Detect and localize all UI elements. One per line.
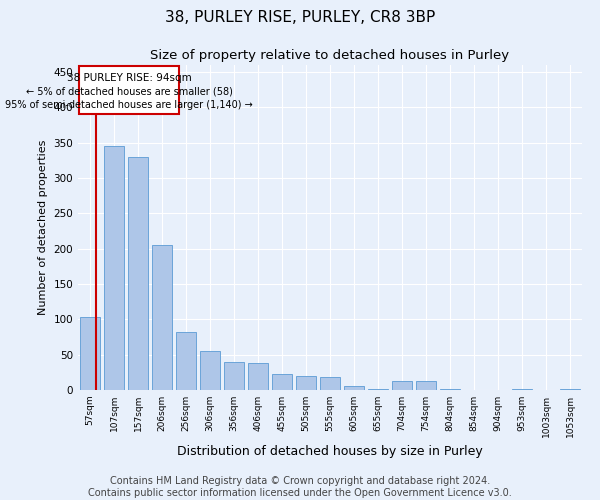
Bar	[224, 362, 244, 390]
Bar	[392, 381, 412, 390]
X-axis label: Distribution of detached houses by size in Purley: Distribution of detached houses by size …	[177, 446, 483, 458]
Bar	[128, 157, 148, 390]
Bar	[416, 381, 436, 390]
Text: 95% of semi-detached houses are larger (1,140) →: 95% of semi-detached houses are larger (…	[5, 100, 253, 110]
Bar	[176, 332, 196, 390]
Text: Contains HM Land Registry data © Crown copyright and database right 2024.
Contai: Contains HM Land Registry data © Crown c…	[88, 476, 512, 498]
Bar	[296, 376, 316, 390]
Bar	[320, 378, 340, 390]
Bar	[248, 363, 268, 390]
Text: 38 PURLEY RISE: 94sqm: 38 PURLEY RISE: 94sqm	[67, 74, 191, 84]
Bar	[344, 386, 364, 390]
Text: ← 5% of detached houses are smaller (58): ← 5% of detached houses are smaller (58)	[26, 87, 232, 97]
Bar	[272, 374, 292, 390]
Text: 38, PURLEY RISE, PURLEY, CR8 3BP: 38, PURLEY RISE, PURLEY, CR8 3BP	[165, 10, 435, 25]
Bar	[80, 317, 100, 390]
Bar	[152, 245, 172, 390]
Bar	[200, 351, 220, 390]
Bar	[104, 146, 124, 390]
Y-axis label: Number of detached properties: Number of detached properties	[38, 140, 48, 315]
FancyBboxPatch shape	[79, 66, 179, 114]
Title: Size of property relative to detached houses in Purley: Size of property relative to detached ho…	[151, 50, 509, 62]
